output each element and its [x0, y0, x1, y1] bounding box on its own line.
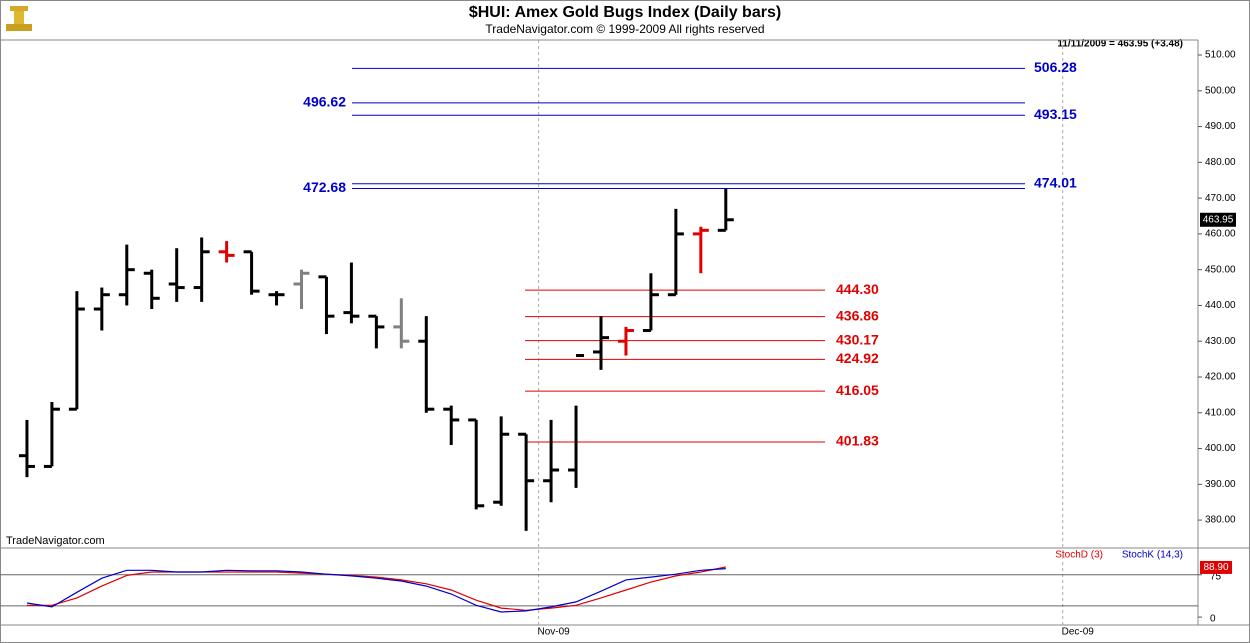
- level-label: 506.28: [1034, 59, 1077, 75]
- level-label: 424.92: [836, 350, 879, 366]
- y-tick-label: 470.00: [1205, 193, 1236, 204]
- legend-entry: StochD (3): [1055, 550, 1103, 561]
- watermark: TradeNavigator.com: [6, 535, 105, 547]
- level-label: 493.15: [1034, 106, 1077, 122]
- y-tick-label: 420.00: [1205, 372, 1236, 383]
- logo: [6, 6, 32, 31]
- level-label: 472.68: [303, 179, 346, 195]
- y-tick-label: 75: [1210, 571, 1222, 582]
- level-label: 416.05: [836, 382, 879, 398]
- y-tick-label: 490.00: [1205, 121, 1236, 132]
- level-label: 436.86: [836, 307, 879, 323]
- last-price-label: 463.95: [1203, 214, 1234, 225]
- last-price-box: [1200, 212, 1236, 227]
- y-tick-label: 510.00: [1205, 50, 1236, 61]
- level-label: 474.01: [1034, 174, 1077, 190]
- stoch-line: [26, 568, 726, 613]
- stoch-line: [27, 566, 726, 611]
- last-value-box: [1200, 560, 1232, 574]
- y-tick-label: 380.00: [1205, 515, 1236, 526]
- y-tick-label: 480.00: [1205, 157, 1236, 168]
- y-tick-label: 400.00: [1205, 443, 1236, 454]
- x-tick-label: Nov-09: [537, 627, 570, 638]
- level-label: 401.83: [836, 433, 879, 449]
- level-label: 444.30: [836, 281, 879, 297]
- y-tick-label: 410.00: [1205, 407, 1236, 418]
- last-value-label: 88.90: [1203, 562, 1228, 573]
- level-label: 430.17: [836, 331, 879, 347]
- y-tick-label: 450.00: [1205, 264, 1236, 275]
- y-tick-label: 460.00: [1205, 229, 1236, 240]
- y-tick-label: 0: [1210, 614, 1216, 625]
- legend-entry: StochK (14,3): [1122, 550, 1183, 561]
- chart-subtitle: TradeNavigator.com © 1999-2009 All right…: [485, 22, 764, 36]
- y-tick-label: 430.00: [1205, 336, 1236, 347]
- y-tick-label: 440.00: [1205, 300, 1236, 311]
- chart-title: $HUI: Amex Gold Bugs Index (Daily bars): [469, 4, 781, 21]
- y-tick-label: 500.00: [1205, 85, 1236, 96]
- annotation: 11/11/2009 = 463.95 (+3.48): [1057, 39, 1183, 50]
- level-label: 496.62: [303, 94, 346, 110]
- y-tick-label: 390.00: [1205, 479, 1236, 490]
- x-tick-label: Dec-09: [1062, 627, 1095, 638]
